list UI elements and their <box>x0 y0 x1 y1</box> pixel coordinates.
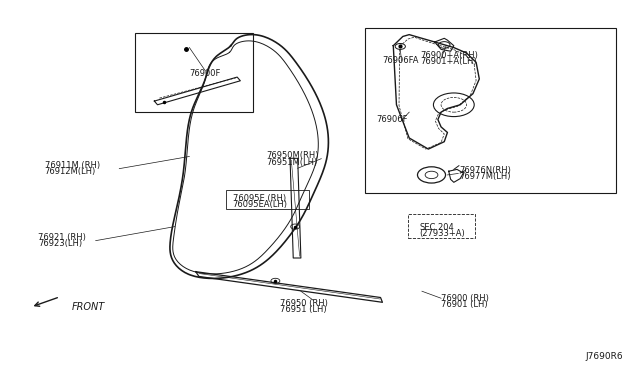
Text: 76906F: 76906F <box>376 115 408 124</box>
Text: 76950M(RH): 76950M(RH) <box>266 151 318 160</box>
Text: 76900F: 76900F <box>189 69 221 78</box>
Text: 76901+A(LH): 76901+A(LH) <box>420 57 477 67</box>
Bar <box>408 214 475 238</box>
Text: 76906FA: 76906FA <box>383 56 419 65</box>
Text: 76911M (RH): 76911M (RH) <box>45 161 100 170</box>
Text: J7690R6: J7690R6 <box>585 352 623 361</box>
Bar <box>365 28 616 193</box>
Text: 76912M(LH): 76912M(LH) <box>45 167 96 176</box>
Text: 76923(LH): 76923(LH) <box>38 240 83 248</box>
Bar <box>135 33 253 112</box>
Text: 76977M(LH): 76977M(LH) <box>459 172 511 181</box>
Bar <box>227 190 309 209</box>
Text: (27933+A): (27933+A) <box>419 229 465 238</box>
Text: 76951 (LH): 76951 (LH) <box>280 305 327 314</box>
Text: FRONT: FRONT <box>72 302 105 312</box>
Text: 76951M(LH): 76951M(LH) <box>266 157 317 167</box>
Text: 76900 (RH): 76900 (RH) <box>441 294 489 303</box>
Text: 76976N(RH): 76976N(RH) <box>459 166 511 175</box>
Text: 76901 (LH): 76901 (LH) <box>441 300 488 309</box>
Text: 76095EA(LH): 76095EA(LH) <box>233 200 288 209</box>
Text: 76900+A(RH): 76900+A(RH) <box>420 51 478 60</box>
Text: 76921 (RH): 76921 (RH) <box>38 233 86 242</box>
Text: SEC.204: SEC.204 <box>419 223 454 232</box>
Text: 76950 (RH): 76950 (RH) <box>280 299 328 308</box>
Text: 76095E (RH): 76095E (RH) <box>233 194 286 203</box>
